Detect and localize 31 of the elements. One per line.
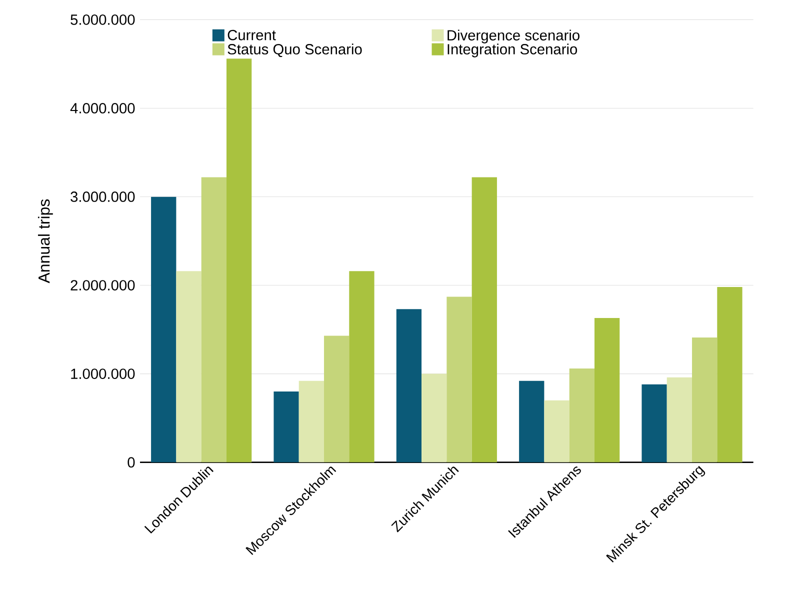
bar (151, 196, 176, 462)
y-tick-label: 3.000.000 (70, 192, 135, 202)
bar (642, 384, 667, 462)
bar (201, 177, 226, 462)
bar (569, 368, 594, 462)
y-tick-label: 0 (128, 457, 135, 468)
y-tick-label: 4.000.000 (70, 103, 135, 114)
legend-label: Status Quo Scenario (228, 44, 362, 58)
bar (396, 309, 422, 462)
bar (422, 374, 447, 462)
bar (692, 338, 718, 462)
bar (666, 377, 692, 462)
bar (717, 287, 742, 462)
bar (274, 392, 299, 462)
bar (349, 271, 374, 462)
y-tick-label: 2.000.000 (70, 280, 135, 290)
bar (176, 271, 202, 462)
y-tick-label: 5.000.000 (70, 14, 135, 25)
y-axis-title: Annual trips (38, 199, 53, 284)
bar (472, 177, 497, 462)
y-tick-label: 1.000.000 (71, 368, 135, 379)
bar (544, 400, 570, 462)
legend-label: Integration Scenario (448, 44, 578, 58)
bar (519, 380, 544, 462)
legend-label: Divergence scenario (448, 30, 580, 44)
bar (446, 296, 472, 462)
legend-label: Current (228, 30, 276, 40)
bar (594, 318, 620, 462)
bar (324, 336, 350, 462)
bar (226, 58, 252, 462)
bar (298, 380, 324, 462)
